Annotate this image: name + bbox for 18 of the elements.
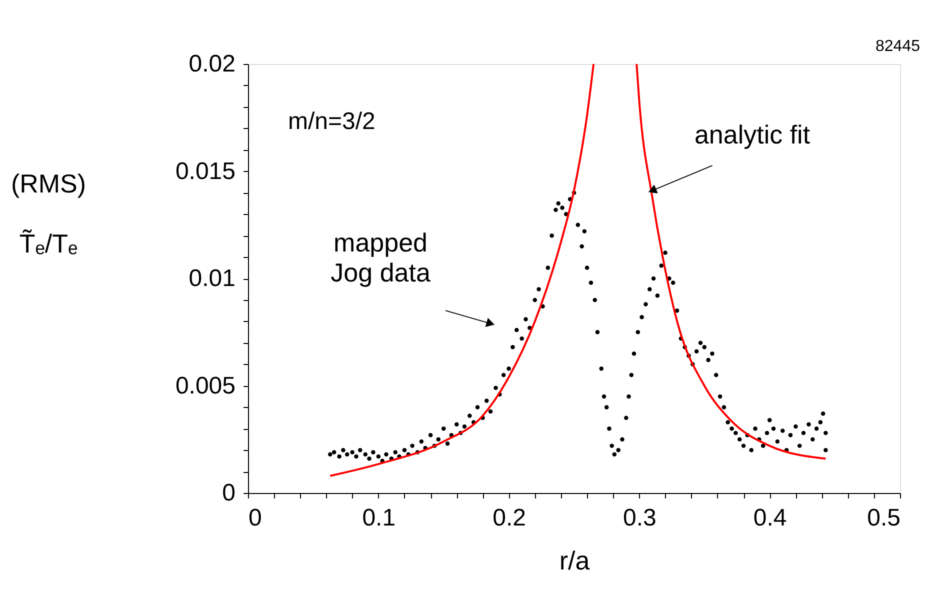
y-tick-label: 0.005 [175,372,236,400]
annotation: analytic fit [694,120,811,150]
annotation: m/n=3/2 [288,108,376,135]
x-tick-label: 0.2 [492,504,526,532]
line-series [636,63,827,460]
x-tick-label: 0 [248,504,262,532]
text: 82445 [876,38,920,55]
y-axis-title: (RMS) T̃ₑ/Tₑ [10,168,86,258]
y-tick-label: 0 [222,480,236,506]
y-tick-label: 0.01 [188,265,236,292]
x-axis-title: r/a [559,546,590,576]
y-tick-label: 0.015 [175,158,236,185]
x-tick-label: 0.4 [753,504,787,532]
x-tick-label: 0.5 [867,504,900,532]
x-tick-label: 0.1 [362,504,396,532]
annotation: mapped Jog data [330,228,431,288]
y-tick-label: 0.02 [188,50,236,78]
x-tick-label: 0.3 [623,504,656,532]
